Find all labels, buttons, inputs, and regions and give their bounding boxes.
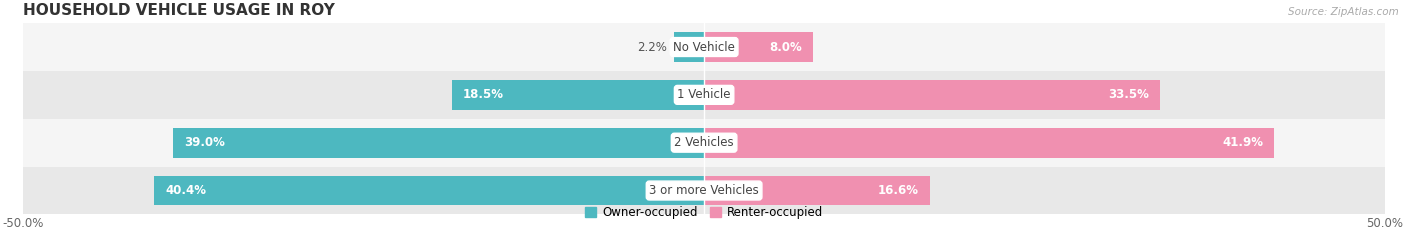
Text: 8.0%: 8.0%	[769, 41, 801, 54]
Text: 1 Vehicle: 1 Vehicle	[678, 88, 731, 101]
Text: 40.4%: 40.4%	[165, 184, 207, 197]
Bar	[173, 128, 704, 158]
Text: HOUSEHOLD VEHICLE USAGE IN ROY: HOUSEHOLD VEHICLE USAGE IN ROY	[24, 3, 336, 18]
Bar	[704, 32, 813, 62]
Bar	[24, 23, 1385, 71]
Bar	[155, 176, 704, 205]
Bar	[24, 71, 1385, 119]
Text: 41.9%: 41.9%	[1223, 136, 1264, 149]
Text: 16.6%: 16.6%	[879, 184, 920, 197]
Text: 2 Vehicles: 2 Vehicles	[675, 136, 734, 149]
Text: 3 or more Vehicles: 3 or more Vehicles	[650, 184, 759, 197]
Text: 33.5%: 33.5%	[1108, 88, 1149, 101]
Bar	[704, 128, 1274, 158]
Text: Source: ZipAtlas.com: Source: ZipAtlas.com	[1288, 7, 1399, 17]
Text: No Vehicle: No Vehicle	[673, 41, 735, 54]
Bar	[704, 176, 929, 205]
Text: 39.0%: 39.0%	[184, 136, 225, 149]
Bar	[704, 80, 1160, 110]
Bar	[24, 167, 1385, 214]
Legend: Owner-occupied, Renter-occupied: Owner-occupied, Renter-occupied	[579, 201, 828, 224]
Text: 18.5%: 18.5%	[463, 88, 505, 101]
Text: 2.2%: 2.2%	[637, 41, 668, 54]
Bar	[24, 119, 1385, 167]
Bar	[453, 80, 704, 110]
Bar	[673, 32, 704, 62]
